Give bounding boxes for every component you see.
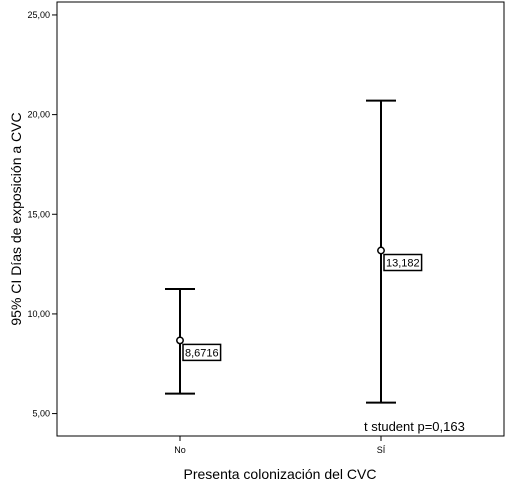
mean-label: 13,182 xyxy=(386,258,420,270)
x-axis-title: Presenta colonización del CVC xyxy=(184,466,377,482)
mean-label-box xyxy=(182,343,222,362)
y-axis-ticks: 5,00 10,00 15,00 20,00 25,00 xyxy=(27,10,57,419)
y-tick-label: 5,00 xyxy=(32,409,50,419)
mean-label: 8,6716 xyxy=(185,347,219,359)
mean-marker xyxy=(176,336,184,345)
y-tick-label: 25,00 xyxy=(27,10,50,20)
mean-label-box xyxy=(383,253,423,272)
error-bars: 8,6716 13,182 xyxy=(165,99,423,404)
y-axis-title: 95% CI Días de exposición a CVC xyxy=(8,112,24,325)
y-tick-label: 10,00 xyxy=(27,309,50,319)
x-tick-label: No xyxy=(174,445,186,455)
mean-marker xyxy=(377,246,385,255)
y-tick-label: 15,00 xyxy=(27,209,50,219)
x-tick-label: SÍ xyxy=(377,445,386,455)
t-test-annotation: t student p=0,163 xyxy=(364,419,465,434)
plot-frame xyxy=(56,1,505,437)
y-tick-label: 20,00 xyxy=(27,110,50,120)
x-axis-ticks: No SÍ xyxy=(174,436,386,455)
